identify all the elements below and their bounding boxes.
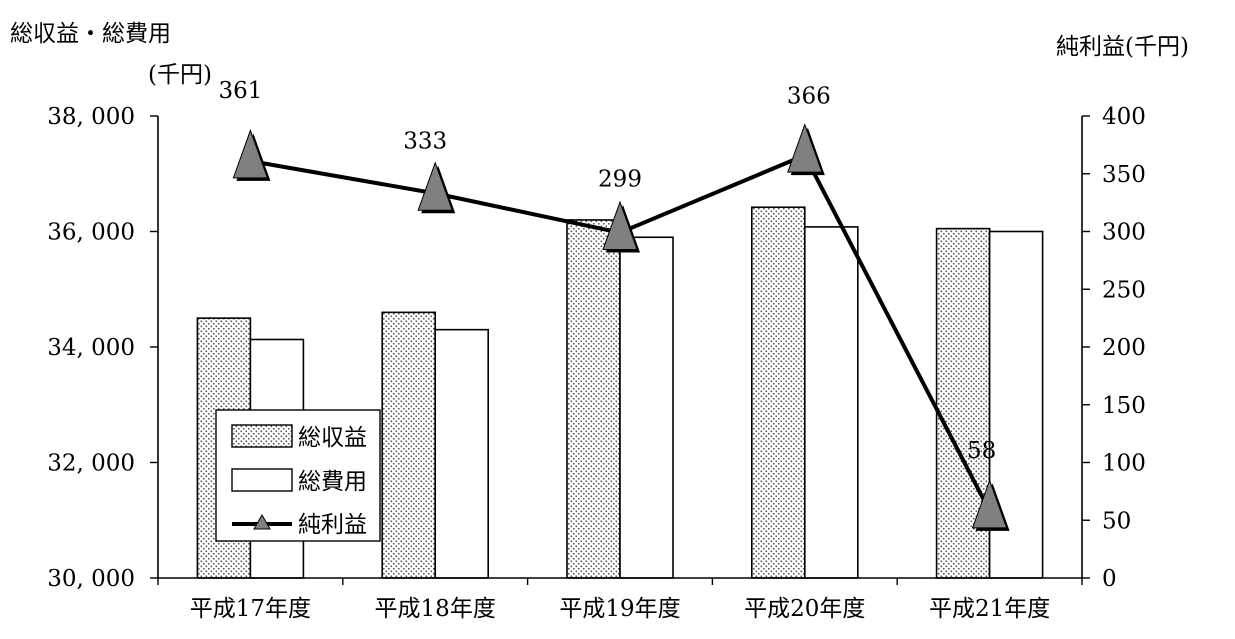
right-tick-label: 400 (1102, 104, 1146, 130)
data-label-純利益: 333 (403, 128, 447, 154)
right-tick-label: 250 (1102, 277, 1146, 303)
legend-marker-純利益 (253, 513, 271, 530)
x-tick-label-平成19年度: 平成19年度 (559, 596, 680, 622)
left-tick-label: 32, 000 (47, 451, 135, 477)
data-label-純利益: 366 (787, 83, 831, 109)
right-tick-label: 200 (1102, 335, 1146, 361)
legend-label-総費用: 総費用 (298, 469, 367, 495)
bar-総費用-平成19年度 (619, 236, 674, 579)
legend-swatch-総費用 (231, 468, 293, 492)
data-label-純利益: 299 (598, 167, 642, 193)
marker-純利益-平成17年度 (232, 128, 269, 179)
right-tick-label: 150 (1102, 393, 1146, 419)
bar-総収益-平成18年度 (381, 311, 437, 579)
x-tick-label-平成17年度: 平成17年度 (190, 596, 311, 622)
marker-純利益-平成21年度 (971, 478, 1008, 529)
right-tick-label: 100 (1102, 451, 1146, 477)
x-tick-label-平成21年度: 平成21年度 (929, 596, 1050, 622)
right-tick-label: 50 (1102, 508, 1131, 534)
left-tick-label: 30, 000 (47, 566, 135, 592)
right-axis-title: 純利益(千円) (1056, 34, 1189, 60)
bar-総収益-平成20年度 (750, 206, 806, 579)
right-tick-label: 300 (1102, 220, 1146, 246)
left-axis-title-line2: (千円) (148, 62, 212, 88)
marker-純利益-平成19年度 (602, 200, 638, 250)
data-label-純利益: 58 (967, 438, 996, 464)
legend-swatch-総収益 (231, 424, 293, 448)
marker-純利益-平成18年度 (417, 161, 453, 211)
bar-総収益-平成19年度 (566, 219, 621, 579)
left-tick-label: 38, 000 (47, 104, 135, 130)
data-label-純利益: 361 (218, 78, 262, 104)
legend-label-総収益: 総収益 (298, 425, 367, 451)
right-tick-label: 350 (1102, 162, 1146, 188)
x-tick-label-平成20年度: 平成20年度 (744, 596, 865, 622)
bar-総費用-平成18年度 (434, 328, 490, 579)
left-axis-title-line1: 総収益・総費用 (10, 21, 171, 47)
left-tick-label: 34, 000 (47, 335, 135, 361)
left-tick-label: 36, 000 (47, 220, 135, 246)
bar-総費用-平成20年度 (803, 226, 859, 579)
right-tick-label: 0 (1102, 566, 1117, 592)
legend-label-純利益: 純利益 (298, 512, 367, 538)
x-tick-label-平成18年度: 平成18年度 (375, 596, 496, 622)
marker-純利益-平成20年度 (787, 123, 823, 173)
